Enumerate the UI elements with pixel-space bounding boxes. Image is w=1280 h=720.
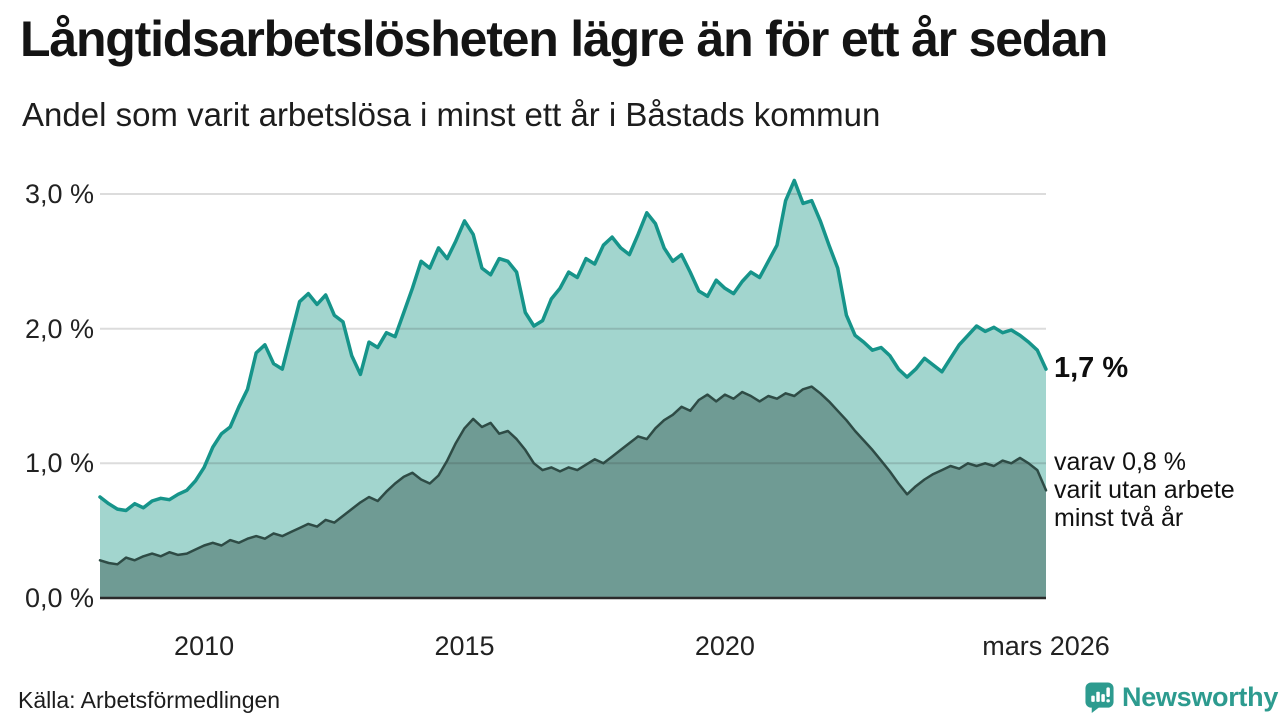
note-line-3: minst två år xyxy=(1054,504,1184,532)
y-tick-label: 0,0 % xyxy=(24,583,94,613)
x-tick-label: mars 2026 xyxy=(982,631,1110,661)
gridlines xyxy=(100,193,1046,465)
note-line-1: varav 0,8 % xyxy=(1054,448,1187,476)
y-tick-label: 2,0 % xyxy=(24,313,94,344)
newsworthy-wordmark: Newsworthy xyxy=(1122,682,1279,712)
newsworthy-icon xyxy=(1085,682,1114,713)
source-credit: Källa: Arbetsförmedlingen xyxy=(18,687,281,713)
y-tick-label: 3,0 % xyxy=(24,178,94,209)
series-line-minst-ett-ar xyxy=(98,178,1048,513)
note-line-2: varit utan arbete xyxy=(1054,476,1235,504)
x-tick-label: 2020 xyxy=(694,631,755,661)
end-value-label: 1,7 % xyxy=(1054,352,1129,384)
x-tick-label: 2015 xyxy=(434,631,495,661)
newsworthy-logo: Newsworthy xyxy=(1084,681,1278,714)
page-title: Långtidsarbetslösheten lägre än för ett … xyxy=(20,11,1108,67)
x-tick-label: 2010 xyxy=(174,631,235,661)
y-tick-label: 1,0 % xyxy=(24,448,94,479)
page-subtitle: Andel som varit arbetslösa i minst ett å… xyxy=(22,96,881,133)
secondary-series-note: varav 0,8 % varit utan arbete minst två … xyxy=(1054,448,1235,532)
series-line-minst-tva-ar xyxy=(98,385,1048,566)
series-area-minst-tva-ar xyxy=(100,386,1046,598)
